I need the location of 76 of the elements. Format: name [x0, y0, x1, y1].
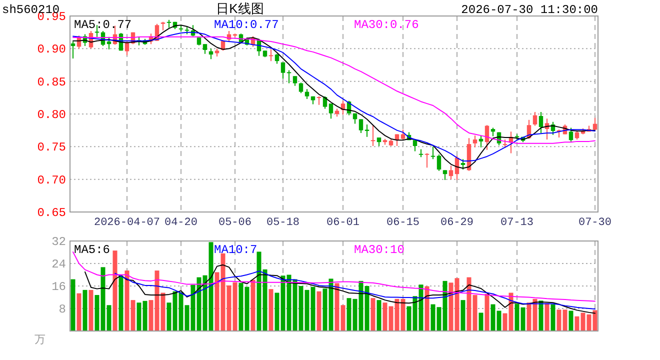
- x-tick-label: 07-13: [500, 217, 534, 229]
- bar: [484, 294, 490, 331]
- bar: [268, 289, 274, 331]
- bar: [568, 310, 574, 331]
- bar: [250, 280, 256, 331]
- x-tick-label: 05-18: [266, 217, 300, 229]
- y-tick-label: 0.80: [37, 108, 66, 122]
- candlestick: [286, 70, 292, 84]
- series-label: MA5:0.77: [74, 18, 132, 32]
- candlestick: [472, 135, 478, 148]
- candlestick: [538, 112, 544, 134]
- candlestick: [430, 146, 436, 160]
- candlestick: [328, 103, 334, 120]
- bar: [544, 303, 550, 331]
- candlestick: [532, 112, 538, 126]
- y-tick-label: 0.85: [37, 75, 66, 90]
- bar: [376, 300, 382, 331]
- candlestick: [274, 53, 280, 64]
- y-tick-label: 32: [52, 235, 66, 249]
- bar: [538, 300, 544, 331]
- text: MA30:10: [354, 243, 404, 257]
- candlestick: [280, 62, 286, 80]
- x-tick-label: 06-01: [326, 217, 360, 229]
- candlestick: [424, 152, 430, 168]
- bar: [460, 300, 466, 331]
- bar: [76, 293, 82, 331]
- bar: [112, 250, 118, 331]
- bar: [478, 312, 484, 331]
- bar: [550, 304, 556, 331]
- candlestick: [478, 135, 484, 148]
- candlestick: [358, 118, 364, 134]
- candlestick: [292, 76, 298, 86]
- x-tick-label: 2026-04-07: [94, 217, 160, 229]
- candlestick: [70, 40, 76, 59]
- candlestick: [364, 124, 370, 138]
- text: MA30:0.76: [354, 18, 419, 32]
- y-tick-label: 0.90: [37, 42, 66, 57]
- bar: [370, 298, 376, 331]
- y-tick-label: 16: [52, 280, 66, 294]
- candlestick: [400, 129, 406, 141]
- bar: [88, 290, 94, 331]
- x-tick-label: 05-06: [218, 217, 252, 229]
- bar: [118, 276, 124, 331]
- x-tick-label: 06-29: [440, 217, 474, 229]
- chart-subtitle: 2026-07-30 11:30:00: [461, 3, 598, 17]
- y-tick-label: 0.65: [37, 206, 66, 220]
- series-label: MA10:0.77: [214, 18, 279, 32]
- bar: [82, 290, 88, 331]
- series-label: MA10:7: [214, 243, 258, 257]
- series-label: MA5:6: [74, 243, 110, 257]
- y-tick-label: 8: [58, 302, 66, 316]
- bar: [70, 279, 76, 331]
- candlestick: [268, 48, 274, 62]
- candlestick: [568, 127, 574, 142]
- chart-title: 日K线图: [216, 1, 264, 16]
- candlestick: [298, 82, 304, 94]
- candlestick: [370, 124, 376, 147]
- line-series: [114, 270, 596, 310]
- line-series: [84, 264, 596, 314]
- candlestick: [304, 88, 310, 100]
- y-tick-label: 0.75: [37, 140, 66, 155]
- x-tick-label: 04-20: [164, 217, 198, 229]
- bar: [424, 286, 430, 331]
- candlestick: [202, 44, 208, 54]
- x-tick-label: 07-30: [578, 217, 612, 229]
- candlestick: [442, 170, 448, 180]
- candlestick: [460, 158, 466, 170]
- y-tick-label: 24: [52, 258, 66, 272]
- candlestick: [412, 140, 418, 152]
- y-axis-title: 万: [34, 334, 46, 346]
- x-tick-label: 06-15: [386, 217, 420, 229]
- bar: [316, 291, 322, 331]
- candlestick: [436, 154, 442, 172]
- candlestick: [448, 165, 454, 180]
- y-tick-label: 0.70: [37, 173, 66, 188]
- candlestick: [106, 36, 112, 50]
